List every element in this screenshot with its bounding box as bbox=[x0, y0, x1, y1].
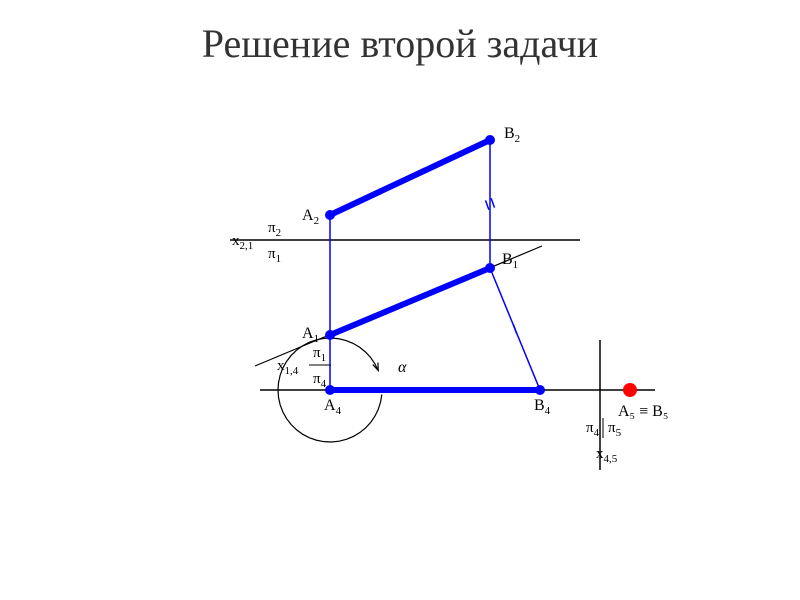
diagram-container: αA2B2A1B1A4B4A₅ ≡ B₅π2π1x2,1π1π4x1,4π4π5… bbox=[200, 110, 700, 510]
svg-text:π4: π4 bbox=[313, 371, 327, 390]
point-A1 bbox=[325, 330, 335, 340]
point-label-A5B5: A₅ ≡ B₅ bbox=[618, 403, 668, 420]
angle-label: α bbox=[398, 359, 407, 376]
svg-text:π4: π4 bbox=[586, 420, 600, 439]
point-label-B2: B2 bbox=[504, 125, 520, 145]
point-B1 bbox=[485, 263, 495, 273]
tick-mark bbox=[485, 200, 488, 209]
point-label-A2: A2 bbox=[302, 207, 319, 227]
svg-text:x2,1: x2,1 bbox=[232, 233, 253, 252]
point-A2 bbox=[325, 210, 335, 220]
point-label-B4: B4 bbox=[534, 397, 551, 417]
axis-label: π4π5x4,5 bbox=[586, 418, 622, 465]
svg-text:π1: π1 bbox=[313, 345, 326, 364]
tick-mark bbox=[513, 324, 516, 333]
point-B4 bbox=[535, 385, 545, 395]
page-title: Решение второй задачи bbox=[0, 20, 800, 67]
segment-line bbox=[330, 268, 490, 335]
point-B2 bbox=[485, 135, 495, 145]
svg-text:π2: π2 bbox=[268, 220, 281, 239]
point-A5B5 bbox=[623, 383, 637, 397]
point-label-B1: B1 bbox=[502, 251, 518, 271]
diagram-svg: αA2B2A1B1A4B4A₅ ≡ B₅π2π1x2,1π1π4x1,4π4π5… bbox=[200, 110, 700, 510]
point-label-A4: A4 bbox=[324, 397, 342, 417]
axis-label: π2 π1 x2,1 bbox=[232, 220, 286, 265]
point-A4 bbox=[325, 385, 335, 395]
axis-label: π1π4x1,4 bbox=[277, 345, 331, 390]
svg-text:π1: π1 bbox=[268, 246, 281, 265]
svg-text:π5: π5 bbox=[608, 420, 622, 439]
segment-line bbox=[330, 140, 490, 215]
tick-mark bbox=[491, 198, 494, 207]
